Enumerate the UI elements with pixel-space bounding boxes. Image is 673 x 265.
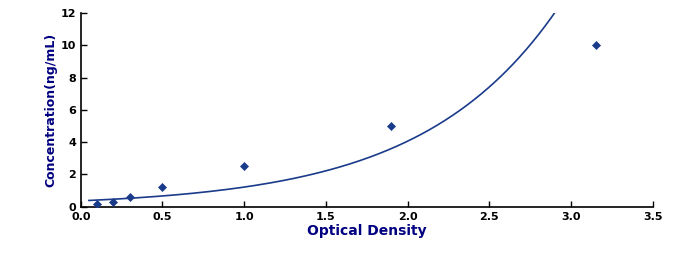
Y-axis label: Concentration(ng/mL): Concentration(ng/mL) — [44, 33, 58, 187]
X-axis label: Optical Density: Optical Density — [307, 224, 427, 238]
